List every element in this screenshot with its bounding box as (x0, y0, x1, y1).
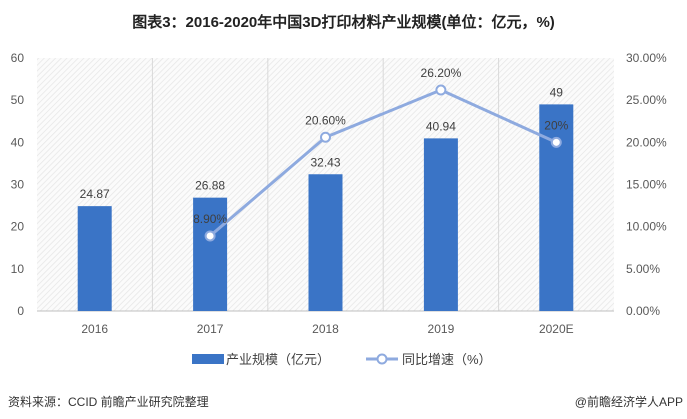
credit-note: @前瞻经济学人APP (574, 395, 683, 409)
y-left-tick-label: 50 (11, 93, 25, 107)
x-tick-label: 2019 (428, 322, 455, 336)
growth-marker (320, 131, 331, 143)
legend-line-label: 同比增速（%） (402, 352, 492, 367)
y-right-tick-label: 30.00% (626, 51, 667, 65)
y-right-tick-label: 15.00% (626, 178, 667, 192)
chart-title: 图表3：2016-2020年中国3D打印材料产业规模(单位：亿元，%) (132, 14, 555, 31)
line-data-label: 20.60% (305, 113, 346, 127)
y-right-tick-label: 20.00% (626, 135, 667, 149)
source-note: 资料来源：CCID 前瞻产业研究院整理 (8, 395, 209, 409)
line-data-label: 8.90% (193, 212, 227, 226)
bar-data-label: 24.87 (80, 187, 110, 201)
y-right-tick-label: 25.00% (626, 93, 667, 107)
bar-data-label: 26.88 (195, 179, 225, 193)
y-left-tick-label: 30 (11, 178, 25, 192)
x-tick-label: 2018 (312, 322, 339, 336)
growth-marker (550, 136, 562, 148)
y-left-tick-label: 0 (17, 304, 24, 318)
growth-line (209, 88, 557, 238)
bar-data-label: 49 (550, 85, 564, 99)
line-data-label: 26.20% (421, 66, 462, 80)
y-left-tick-label: 10 (11, 262, 25, 276)
y-left-tick-label: 60 (11, 51, 25, 65)
line-data-label: 20% (544, 118, 568, 132)
bar-data-label: 40.94 (426, 119, 456, 133)
legend-line-marker (376, 353, 388, 365)
y-right-tick-label: 5.00% (626, 262, 660, 276)
growth-marker (204, 230, 216, 242)
growth-marker (435, 84, 447, 96)
bar-data-label: 32.43 (310, 155, 340, 169)
bar (308, 174, 343, 311)
legend-bar-label: 产业规模（亿元） (226, 352, 330, 367)
y-left-tick-label: 40 (11, 135, 25, 149)
y-right-tick-label: 10.00% (626, 220, 667, 234)
bar (77, 206, 112, 311)
y-left-tick-label: 20 (11, 220, 25, 234)
x-tick-label: 2016 (81, 322, 108, 336)
y-right-tick-label: 0.00% (626, 304, 660, 318)
x-tick-label: 2017 (197, 322, 224, 336)
legend-bar-swatch (192, 354, 224, 364)
bar (193, 197, 228, 311)
bar (423, 138, 458, 311)
x-tick-label: 2020E (539, 322, 574, 336)
